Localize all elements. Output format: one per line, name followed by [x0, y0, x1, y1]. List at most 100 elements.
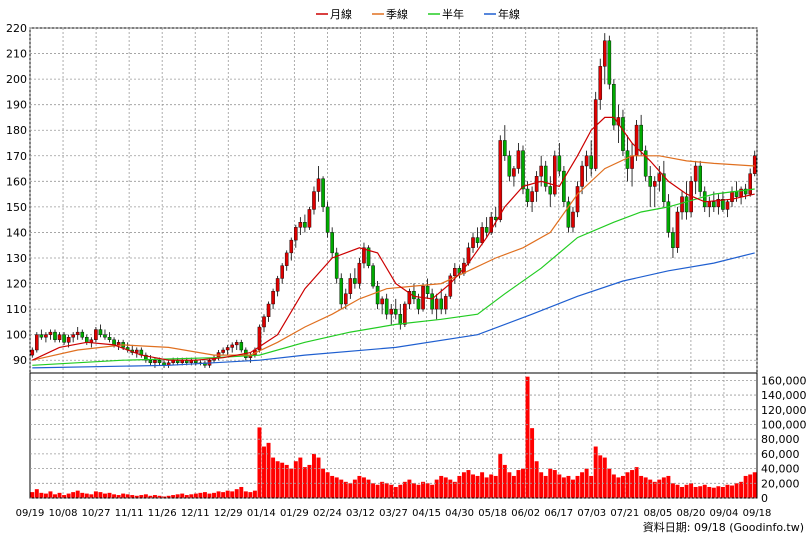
volume-bar — [53, 494, 57, 498]
volume-bar — [312, 453, 316, 498]
volume-bar — [371, 483, 376, 498]
x-tick-label: 12/11 — [181, 508, 210, 519]
price-tick-label: 130 — [6, 252, 27, 265]
candle-body — [357, 262, 362, 284]
candle-body — [35, 334, 39, 351]
volume-bar — [171, 495, 176, 498]
volume-bar — [552, 470, 557, 498]
volume-bar — [75, 490, 80, 498]
volume-bar — [384, 483, 389, 498]
volume-bar — [493, 475, 498, 498]
candle-body — [271, 291, 275, 305]
volume-bar — [121, 493, 126, 498]
volume-bar — [739, 481, 744, 498]
volume-bar — [216, 491, 221, 498]
candle-body — [257, 326, 262, 351]
candle-body — [684, 196, 689, 213]
price-panel: 90 100 110 120 130 140 150 160 170 180 190 200 210 22… — [6, 22, 758, 498]
candle-body — [380, 298, 384, 305]
candle-body — [589, 155, 593, 169]
volume-bar — [398, 484, 403, 498]
volume-bar — [725, 484, 730, 498]
volume-bar — [407, 479, 412, 498]
volume-bar — [716, 486, 721, 498]
volume-bar — [480, 472, 485, 498]
volume-grid — [30, 379, 757, 499]
volume-bar — [184, 495, 189, 498]
volume-bar — [402, 481, 407, 498]
candle-body — [630, 155, 634, 169]
volume-bar — [643, 477, 648, 498]
volume-bar — [293, 461, 298, 498]
volume-bar — [652, 481, 657, 498]
candle-body — [725, 201, 730, 210]
candle-body — [439, 298, 443, 310]
x-tick-label: 02/24 — [313, 508, 342, 519]
candle-body — [657, 173, 662, 182]
candle-body — [734, 191, 739, 197]
price-tick-label: 170 — [6, 150, 27, 163]
candlestick-series — [30, 33, 757, 368]
volume-bar — [743, 475, 748, 498]
x-tick-label: 07/21 — [610, 508, 639, 519]
legend: 月線 季線 半年 年線 — [316, 7, 520, 21]
price-tick-label: 180 — [6, 124, 27, 137]
candle-body — [344, 293, 348, 305]
volume-bar — [162, 496, 167, 498]
volume-bar — [348, 483, 353, 498]
candle-body — [312, 191, 316, 210]
price-tick-label: 100 — [6, 329, 27, 342]
x-tick-label: 01/14 — [247, 508, 276, 519]
candle-body — [134, 349, 139, 353]
legend-label: 半年 — [442, 7, 464, 21]
volume-bar — [589, 475, 594, 498]
volume-bar — [734, 483, 739, 498]
volume-bar — [393, 486, 398, 498]
volume-bar — [561, 477, 566, 498]
candle-body — [680, 196, 684, 213]
volume-bar — [302, 467, 307, 498]
volume-bar — [43, 493, 48, 498]
candle-body — [303, 222, 307, 228]
volume-bar — [593, 446, 598, 498]
candle-body — [403, 303, 407, 325]
volume-bar — [634, 467, 639, 498]
candle-body — [521, 150, 525, 190]
volume-bar — [448, 479, 453, 498]
volume-bar — [89, 494, 94, 498]
x-tick-label: 01/29 — [280, 508, 309, 519]
volume-bar — [530, 428, 535, 498]
volume-bar — [134, 495, 139, 498]
candle-body — [612, 84, 616, 126]
volume-bar — [71, 492, 76, 498]
candle-body — [539, 165, 543, 177]
price-axis-ticks: 90 100 110 120 130 140 150 160 170 180 190 200 210 22… — [6, 22, 27, 367]
candle-body — [602, 40, 607, 67]
candle-body — [234, 342, 239, 346]
volume-bar — [616, 477, 621, 498]
volume-bar — [598, 455, 603, 498]
x-tick-label: 03/12 — [346, 508, 375, 519]
volume-bar — [375, 484, 380, 498]
ma-month-line — [32, 116, 755, 361]
candle-body — [362, 247, 366, 264]
volume-bar — [684, 484, 689, 498]
volume-bar — [325, 472, 330, 498]
x-tick-label: 06/17 — [544, 508, 573, 519]
candle-body — [393, 308, 398, 315]
volume-bar — [193, 493, 198, 498]
volume-bar — [380, 481, 385, 498]
volume-tick-label: 40,000 — [761, 463, 800, 476]
volume-tick-label: 120,000 — [761, 404, 807, 417]
volume-bar — [248, 492, 253, 498]
x-axis-ticks: 09/19 10/08 10/27 11/11 11/26 12/11 12/29 01/14… — [16, 508, 772, 519]
price-tick-label: 150 — [6, 201, 27, 214]
x-tick-label: 12/29 — [214, 508, 243, 519]
volume-bar — [666, 475, 671, 498]
x-tick-label: 09/19 — [16, 508, 45, 519]
volume-bar — [275, 461, 280, 498]
candle-body — [316, 178, 321, 192]
candle-body — [716, 199, 721, 208]
volume-bar — [607, 468, 612, 498]
